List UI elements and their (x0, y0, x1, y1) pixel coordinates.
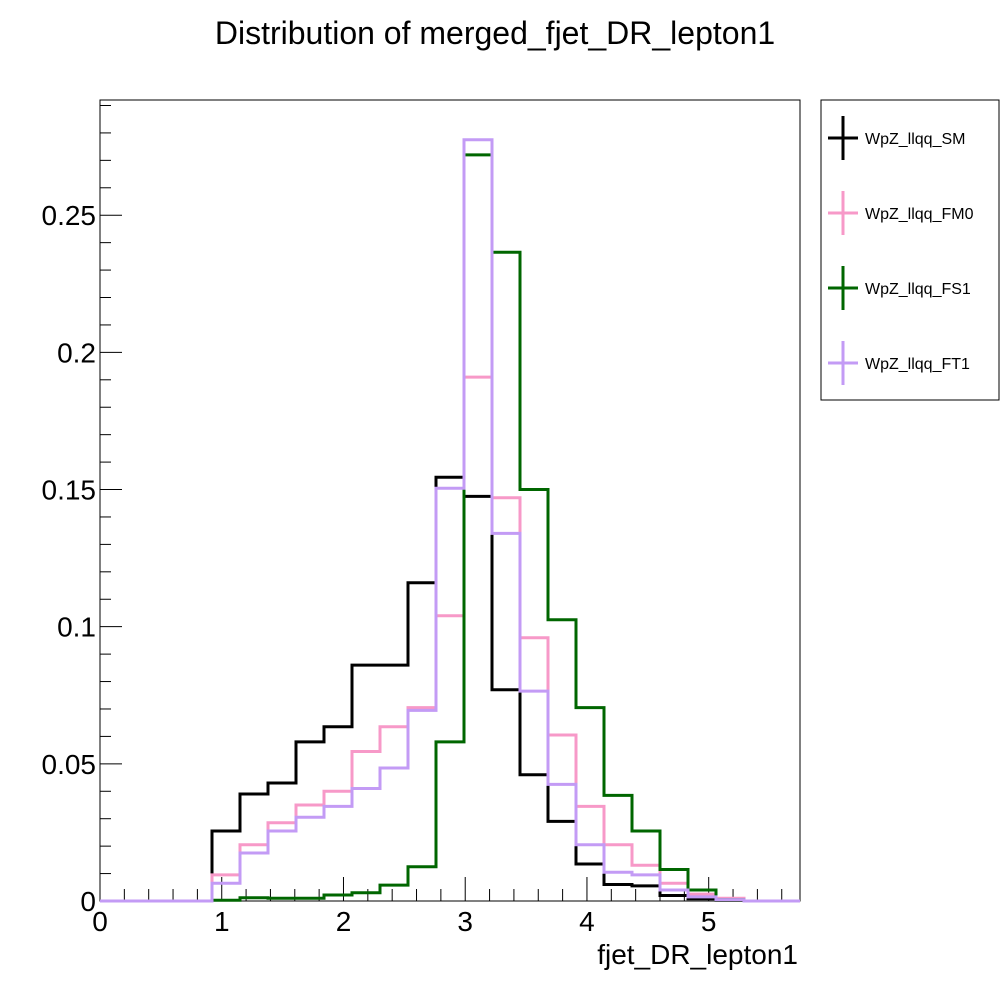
legend-box (820, 99, 1000, 401)
y-tick-label: 0.1 (57, 612, 96, 643)
x-axis: 0 1 2 3 4 5 (92, 877, 783, 937)
y-tick-label: 0 (80, 886, 96, 917)
x-tick-label: 2 (336, 906, 352, 937)
series-line-4 (100, 138, 800, 903)
legend-label: WpZ_llqq_FS1 (865, 281, 971, 298)
y-tick-label: 0.05 (42, 749, 97, 780)
x-tick-label: 3 (457, 906, 473, 937)
series-layer (100, 138, 800, 903)
series-line-3 (100, 153, 800, 903)
legend-label: WpZ_llqq_SM (865, 131, 965, 148)
y-tick-label: 0.25 (42, 200, 97, 231)
series-line-2 (100, 375, 800, 903)
x-tick-label: 1 (214, 906, 230, 937)
y-tick-label: 0.15 (42, 475, 97, 506)
y-tick-label: 0.2 (57, 337, 96, 368)
series-line-1 (100, 475, 800, 903)
legend: WpZ_llqq_SM WpZ_llqq_FM0 WpZ_llqq_FS1 WpZ_l… (820, 99, 1000, 401)
legend-label: WpZ_llqq_FT1 (865, 356, 970, 373)
x-tick-label: 4 (579, 906, 595, 937)
plot-frame (99, 99, 801, 902)
x-tick-label: 0 (92, 906, 108, 937)
chart-title: Distribution of merged_fjet_DR_lepton1 (215, 15, 775, 51)
x-axis-label: fjet_DR_lepton1 (597, 939, 798, 970)
x-tick-label: 5 (701, 906, 717, 937)
y-axis: 0 0.05 0.1 0.15 0.2 0.25 (42, 104, 122, 917)
legend-label: WpZ_llqq_FM0 (865, 206, 974, 223)
